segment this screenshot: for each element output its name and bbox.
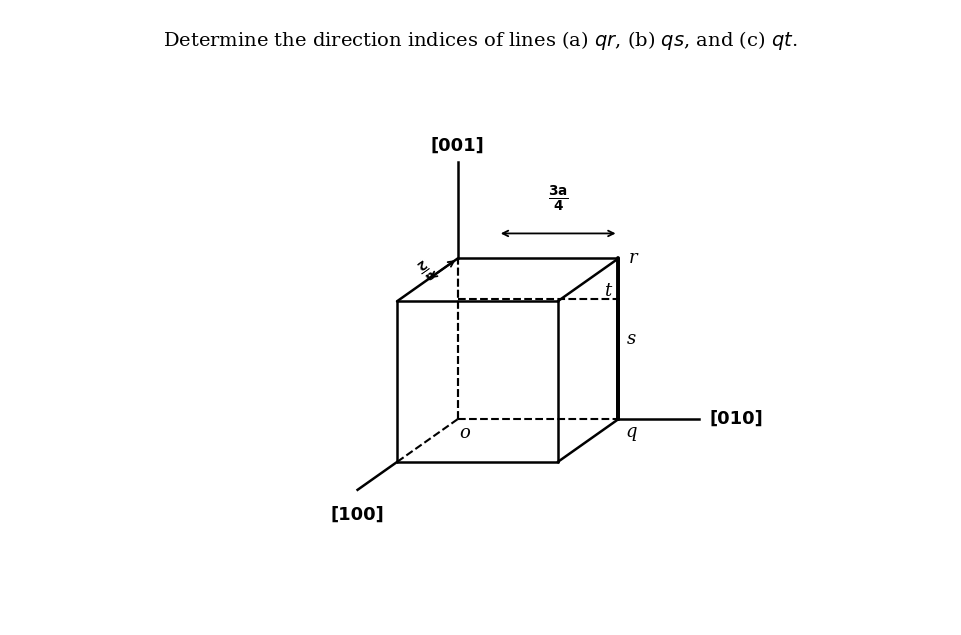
Text: t: t bbox=[604, 283, 611, 300]
Text: Determine the direction indices of lines (a) $qr$, (b) $qs$, and (c) $qt$.: Determine the direction indices of lines… bbox=[163, 29, 798, 51]
Text: q: q bbox=[626, 423, 637, 441]
Text: $\mathbf{\frac{3a}{4}}$: $\mathbf{\frac{3a}{4}}$ bbox=[548, 184, 569, 214]
Text: o: o bbox=[459, 424, 470, 443]
Text: [010]: [010] bbox=[709, 410, 763, 428]
Text: [001]: [001] bbox=[431, 137, 484, 154]
Text: $\mathbf{\frac{a}{2}}$: $\mathbf{\frac{a}{2}}$ bbox=[413, 255, 437, 283]
Text: r: r bbox=[628, 250, 637, 267]
Text: s: s bbox=[627, 330, 635, 348]
Text: [100]: [100] bbox=[331, 506, 384, 524]
